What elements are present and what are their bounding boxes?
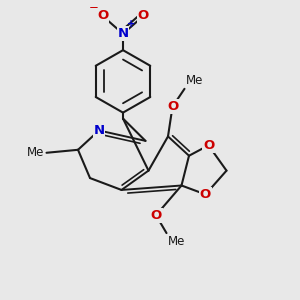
Text: Me: Me — [168, 235, 185, 248]
Text: Me: Me — [27, 146, 44, 159]
Text: O: O — [138, 10, 149, 22]
Text: N: N — [93, 124, 105, 137]
Text: O: O — [150, 209, 162, 222]
Text: O: O — [167, 100, 178, 113]
Text: O: O — [203, 139, 214, 152]
Text: O: O — [97, 10, 108, 22]
Text: +: + — [127, 19, 135, 29]
Text: O: O — [200, 188, 211, 201]
Text: N: N — [117, 27, 129, 40]
Text: Me: Me — [186, 74, 203, 87]
Text: −: − — [89, 1, 98, 14]
